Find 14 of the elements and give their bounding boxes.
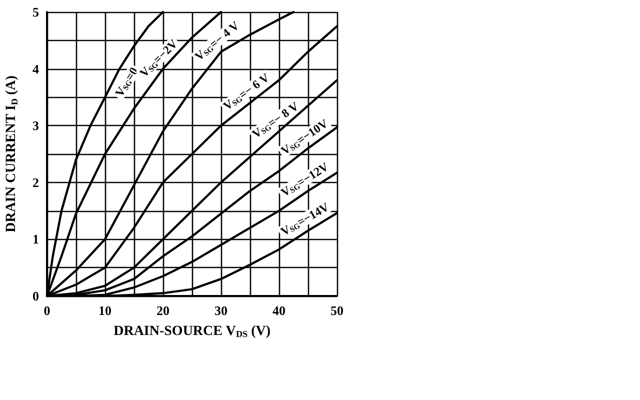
y-tick-label: 1 [32, 232, 39, 247]
x-tick-label: 50 [330, 303, 344, 318]
x-tick-label: 0 [44, 303, 50, 318]
y-tick-label: 5 [32, 4, 40, 20]
x-tick-label: 40 [272, 303, 286, 318]
y-tick-label: 3 [32, 118, 40, 134]
y-tick-label: 2 [32, 174, 39, 190]
y-axis-title: DRAIN CURRENT ID (A) [4, 75, 20, 232]
x-axis-title: DRAIN-SOURCE VDS (V) [114, 324, 271, 340]
y-tick-label: 0 [32, 288, 39, 304]
x-tick-label: 30 [214, 303, 228, 318]
x-tick-label: 10 [98, 303, 112, 318]
x-tick-label: 20 [156, 303, 170, 318]
y-tick-label: 4 [32, 61, 40, 76]
